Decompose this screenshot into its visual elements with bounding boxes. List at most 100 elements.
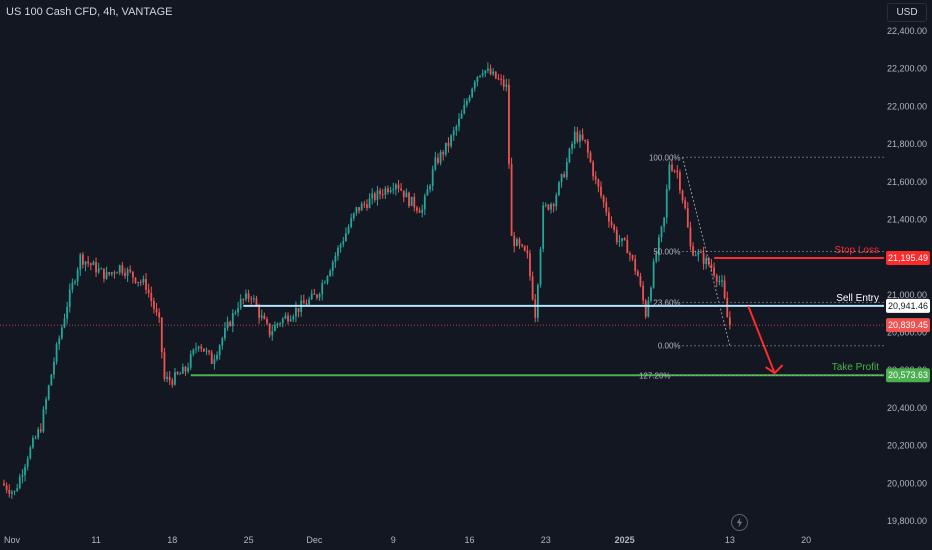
y-tick-label: 21,000.00 (887, 290, 927, 300)
levels: Sell Entry Take Profit Stop Loss (0, 245, 884, 377)
candle-body (505, 84, 508, 87)
candle-body (713, 267, 715, 276)
candle-body (287, 315, 289, 322)
candle-body (55, 344, 58, 362)
candle-body (108, 272, 111, 275)
currency-button[interactable]: USD (887, 3, 927, 22)
candle-body (250, 298, 253, 300)
candle-body (689, 227, 692, 247)
candle-body (34, 437, 37, 439)
candle-body (705, 258, 708, 265)
candle-body (95, 262, 97, 273)
candle-body (539, 248, 542, 285)
candle-body (329, 270, 332, 277)
candle-body (418, 210, 421, 213)
fib-level-label: 127.20% (639, 371, 671, 380)
candle-body (655, 255, 658, 262)
candle-body (592, 162, 595, 177)
candle-body (397, 184, 400, 189)
candle-body (118, 265, 121, 273)
price-tags: 21,195.49 20,941.46 20,839.45 20,573.63 (886, 251, 930, 383)
y-tick-label: 21,600.00 (887, 177, 927, 187)
candle-body (174, 372, 176, 385)
candle-body (492, 71, 495, 75)
current-price-tag-text: 20,839.45 (888, 320, 928, 330)
candle-body (213, 359, 216, 364)
candle-body (142, 278, 145, 283)
candle-body (66, 306, 69, 319)
candle-body (134, 277, 137, 283)
candle-body (563, 174, 566, 178)
candle-body (610, 221, 613, 226)
candle-body (521, 244, 524, 247)
candle-body (618, 241, 621, 243)
candle-body (613, 225, 616, 230)
candle-body (400, 188, 403, 191)
candle-body (429, 185, 431, 190)
sell-entry-price-tag (886, 298, 930, 313)
candle-body (139, 281, 142, 283)
candle-body (168, 376, 171, 381)
candle-body (26, 458, 29, 467)
candle-body (671, 164, 673, 171)
candle-body (266, 319, 268, 324)
candle-body (439, 152, 442, 163)
candle-body (373, 193, 376, 200)
candle-body (523, 246, 526, 251)
x-tick-label: 18 (167, 535, 177, 545)
candle-body (297, 307, 300, 312)
candle-body (334, 255, 337, 262)
candle-body (187, 367, 189, 372)
candle-body (271, 331, 274, 336)
x-tick-label: 20 (801, 535, 811, 545)
candle-body (305, 303, 308, 305)
candle-body (218, 345, 221, 355)
lightning-icon[interactable] (731, 514, 748, 531)
x-tick-label: 25 (244, 535, 254, 545)
candle-body (465, 101, 468, 106)
candle-body (231, 313, 234, 326)
candle-body (379, 190, 381, 195)
candle-body (710, 264, 713, 268)
candle-body (210, 352, 213, 364)
candle-body (728, 317, 731, 326)
candle-body (16, 488, 19, 491)
candle-body (494, 71, 497, 79)
candle-body (476, 76, 479, 82)
candle-body (413, 196, 416, 208)
candle-body (560, 174, 563, 183)
candle-body (345, 233, 347, 242)
candle-body (79, 254, 82, 270)
candle-body (150, 292, 153, 301)
candle-body (442, 152, 445, 155)
candle-body (644, 300, 647, 317)
candle-body (131, 271, 134, 278)
candle-body (526, 250, 529, 254)
candle-body (97, 268, 100, 273)
candle-body (284, 315, 287, 319)
candle-body (74, 281, 76, 283)
candle-body (21, 475, 24, 477)
candle-body (387, 188, 389, 193)
x-tick-label: Dec (306, 535, 323, 545)
candle-body (536, 284, 539, 318)
candle-body (121, 265, 124, 273)
y-tick-label: 20,800.00 (887, 328, 927, 338)
candle-body (358, 207, 360, 211)
candle-body (586, 141, 589, 153)
candle-body (676, 170, 679, 173)
candles (3, 62, 731, 499)
fib-level-label: 100.00% (649, 153, 681, 162)
candle-body (160, 317, 163, 353)
candle-body (434, 157, 437, 170)
price-axis: 19,800.0020,000.0020,200.0020,400.0020,6… (887, 26, 927, 526)
candle-body (657, 237, 660, 256)
candle-body (544, 204, 547, 206)
current-price-tag (886, 318, 930, 333)
candle-body (421, 209, 424, 213)
candle-body (39, 429, 42, 432)
candle-body (450, 135, 452, 147)
candle-body (615, 229, 618, 243)
candle-body (205, 350, 208, 352)
